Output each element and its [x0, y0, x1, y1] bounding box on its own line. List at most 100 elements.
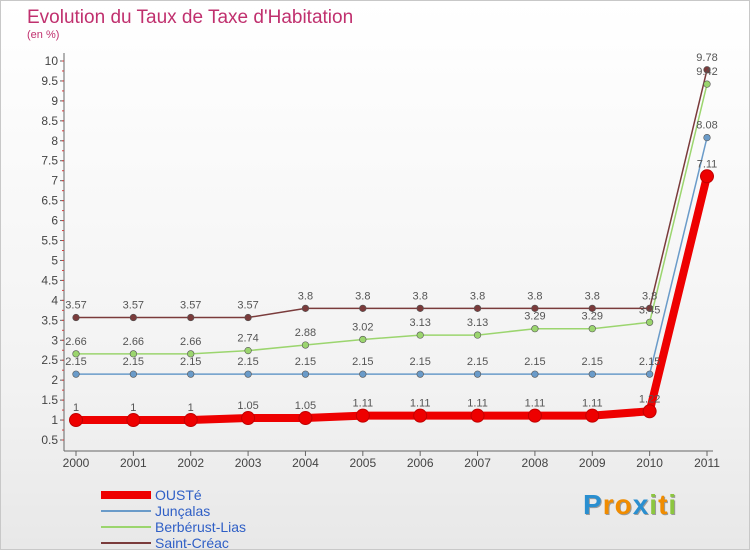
data-label: 3.8 [470, 290, 485, 302]
data-label: 1.11 [410, 398, 431, 410]
data-point [473, 370, 482, 378]
y-tick-label: 9.5 [41, 74, 58, 88]
legend-label: Junçalas [155, 503, 211, 519]
logo-letter: o [614, 489, 633, 520]
y-tick-label: 5.5 [41, 234, 58, 248]
data-label: 1.11 [582, 398, 603, 410]
data-label: 3.57 [123, 300, 144, 312]
y-tick-label: 4 [51, 293, 58, 307]
data-label: 2.15 [409, 356, 430, 368]
data-label: 2.66 [123, 336, 144, 348]
data-label: 3.13 [409, 317, 430, 329]
data-label: 3.8 [527, 290, 542, 302]
data-label: 2.15 [524, 356, 545, 368]
y-tick-label: 9 [51, 94, 58, 108]
x-tick-label: 2008 [522, 456, 549, 470]
data-label: 9.42 [696, 66, 717, 78]
data-label: 2.74 [237, 333, 258, 345]
data-point [129, 313, 137, 322]
data-point [531, 325, 539, 333]
y-tick-label: 1.5 [41, 393, 58, 407]
legend-swatch-juncalas [101, 510, 151, 512]
axes [63, 53, 713, 452]
data-label: 3.8 [585, 290, 600, 302]
legend: OUSTé Junçalas Berbérust-Lias Saint-Créa… [101, 487, 401, 551]
legend-swatch-berberust-lias [101, 526, 151, 528]
x-tick-label: 2002 [177, 456, 204, 470]
data-label: 1.22 [639, 393, 660, 405]
series-lines [69, 66, 714, 428]
data-label: 3.57 [65, 300, 86, 312]
data-point [646, 318, 654, 326]
series-line-0 [72, 172, 711, 425]
data-point [588, 370, 596, 378]
data-label: 7.11 [697, 158, 718, 170]
data-point [69, 413, 83, 428]
proxiti-logo: Proxiti [583, 489, 677, 521]
data-label: 1.05 [237, 400, 258, 412]
data-labels: 1 1 1 1.05 1.05 1.11 1.11 1.11 1.11 1.11 1.22 7.11 2… [65, 52, 717, 414]
data-label: 1.11 [525, 398, 546, 410]
data-point [527, 408, 542, 423]
data-label: 3.29 [524, 311, 545, 323]
data-label: 2.15 [639, 356, 660, 368]
data-label: 3.02 [352, 321, 373, 333]
data-point [244, 313, 252, 322]
logo-letter: P [583, 489, 603, 520]
data-label: 3.8 [355, 290, 370, 302]
logo-letter: x [632, 489, 650, 520]
data-point [187, 350, 195, 358]
legend-item-juncalas[interactable]: Junçalas [101, 503, 401, 519]
data-label: 2.15 [295, 356, 316, 368]
legend-label: OUSTé [155, 487, 202, 503]
logo-letter: i [649, 489, 659, 520]
data-point [72, 350, 80, 358]
data-point [416, 370, 424, 378]
legend-item-ouste[interactable]: OUSTé [101, 487, 401, 503]
data-label: 3.29 [582, 311, 603, 323]
data-label: 1.05 [295, 400, 316, 412]
data-point [301, 304, 310, 312]
y-tick-label: 5 [51, 253, 58, 267]
data-label: 2.15 [352, 356, 373, 368]
y-tick-label: 4.5 [41, 273, 58, 287]
data-point [703, 66, 711, 74]
series-line-2 [75, 83, 708, 355]
data-point [72, 370, 80, 378]
data-point [413, 408, 428, 423]
x-tick-label: 2004 [292, 456, 319, 470]
legend-item-saint-creac[interactable]: Saint-Créac [101, 535, 401, 551]
y-tick-label: 0.5 [41, 433, 58, 447]
data-label: 3.8 [298, 290, 313, 302]
data-point [359, 335, 367, 344]
y-tick-label: 7.5 [41, 154, 58, 168]
data-point [473, 331, 482, 339]
data-label: 1.11 [353, 398, 374, 410]
x-tick-label: 2000 [63, 456, 90, 470]
x-tick-label: 2006 [407, 456, 434, 470]
data-point [183, 413, 198, 428]
x-axis-ticks: 2000 2001 2002 2003 2004 2005 2006 2007 2008 2009… [63, 451, 720, 470]
logo-letter: r [602, 489, 615, 520]
y-tick-label: 1 [51, 413, 58, 427]
data-point [588, 325, 596, 333]
y-tick-label: 6 [51, 214, 58, 228]
legend-item-berberust-lias[interactable]: Berbérust-Lias [101, 519, 401, 535]
series-line-3 [75, 69, 708, 319]
x-tick-label: 2009 [579, 456, 606, 470]
legend-label: Berbérust-Lias [155, 519, 247, 535]
x-tick-label: 2001 [120, 456, 147, 470]
logo-letter: i [668, 489, 678, 520]
data-label: 1.11 [467, 398, 488, 410]
y-tick-label: 7 [51, 174, 58, 188]
data-label: 3.8 [642, 290, 657, 302]
x-tick-label: 2010 [636, 456, 663, 470]
x-tick-label: 2005 [349, 456, 376, 470]
series-line-1 [75, 136, 708, 375]
data-point [126, 413, 141, 428]
data-point [187, 370, 195, 378]
data-point [129, 370, 137, 378]
y-tick-label: 6.5 [41, 194, 58, 208]
